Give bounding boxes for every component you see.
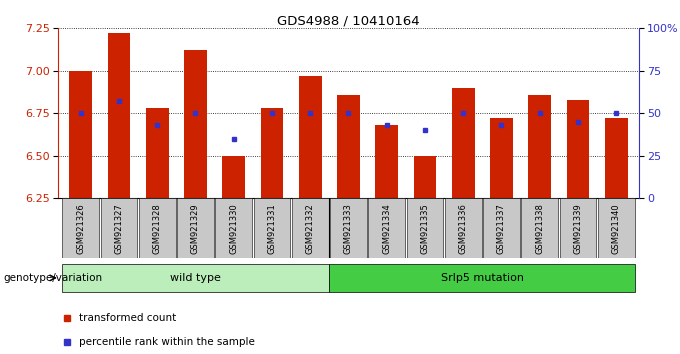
Text: GSM921329: GSM921329 [191, 203, 200, 254]
Bar [69, 71, 92, 198]
Bar [369, 198, 405, 258]
Bar [329, 263, 635, 292]
Bar [375, 125, 398, 198]
Bar [177, 198, 214, 258]
Text: GSM921340: GSM921340 [612, 203, 621, 254]
Bar [139, 198, 175, 258]
Text: genotype/variation: genotype/variation [3, 273, 103, 283]
Bar [560, 198, 596, 258]
Bar [184, 50, 207, 198]
Bar [62, 263, 329, 292]
Bar [254, 198, 290, 258]
Bar [522, 198, 558, 258]
Text: Srlp5 mutation: Srlp5 mutation [441, 273, 524, 283]
Bar [490, 118, 513, 198]
Bar [299, 76, 322, 198]
Bar [445, 198, 481, 258]
Bar [452, 88, 475, 198]
Text: GSM921332: GSM921332 [306, 203, 315, 254]
Bar [101, 198, 137, 258]
Text: wild type: wild type [170, 273, 221, 283]
Bar [407, 198, 443, 258]
Text: GSM921334: GSM921334 [382, 203, 391, 254]
Bar [292, 198, 328, 258]
Text: GSM921327: GSM921327 [114, 203, 124, 254]
Bar [63, 198, 99, 258]
Text: GSM921326: GSM921326 [76, 203, 85, 254]
Text: GSM921328: GSM921328 [153, 203, 162, 254]
Bar [528, 95, 551, 198]
Text: transformed count: transformed count [79, 313, 177, 323]
Bar [337, 95, 360, 198]
Bar [146, 108, 169, 198]
Bar [605, 118, 628, 198]
Text: GSM921337: GSM921337 [497, 203, 506, 254]
Bar [222, 156, 245, 198]
Title: GDS4988 / 10410164: GDS4988 / 10410164 [277, 14, 420, 27]
Bar [330, 198, 367, 258]
Text: GSM921338: GSM921338 [535, 203, 544, 254]
Bar [598, 198, 634, 258]
Bar [566, 100, 590, 198]
Text: GSM921339: GSM921339 [573, 203, 583, 254]
Text: GSM921331: GSM921331 [267, 203, 277, 254]
Text: GSM921335: GSM921335 [420, 203, 430, 254]
Bar [260, 108, 284, 198]
Text: GSM921330: GSM921330 [229, 203, 238, 254]
Bar [216, 198, 252, 258]
Text: percentile rank within the sample: percentile rank within the sample [79, 337, 255, 347]
Bar [483, 198, 520, 258]
Bar [107, 33, 131, 198]
Text: GSM921333: GSM921333 [344, 203, 353, 254]
Text: GSM921336: GSM921336 [459, 203, 468, 254]
Bar [413, 156, 437, 198]
